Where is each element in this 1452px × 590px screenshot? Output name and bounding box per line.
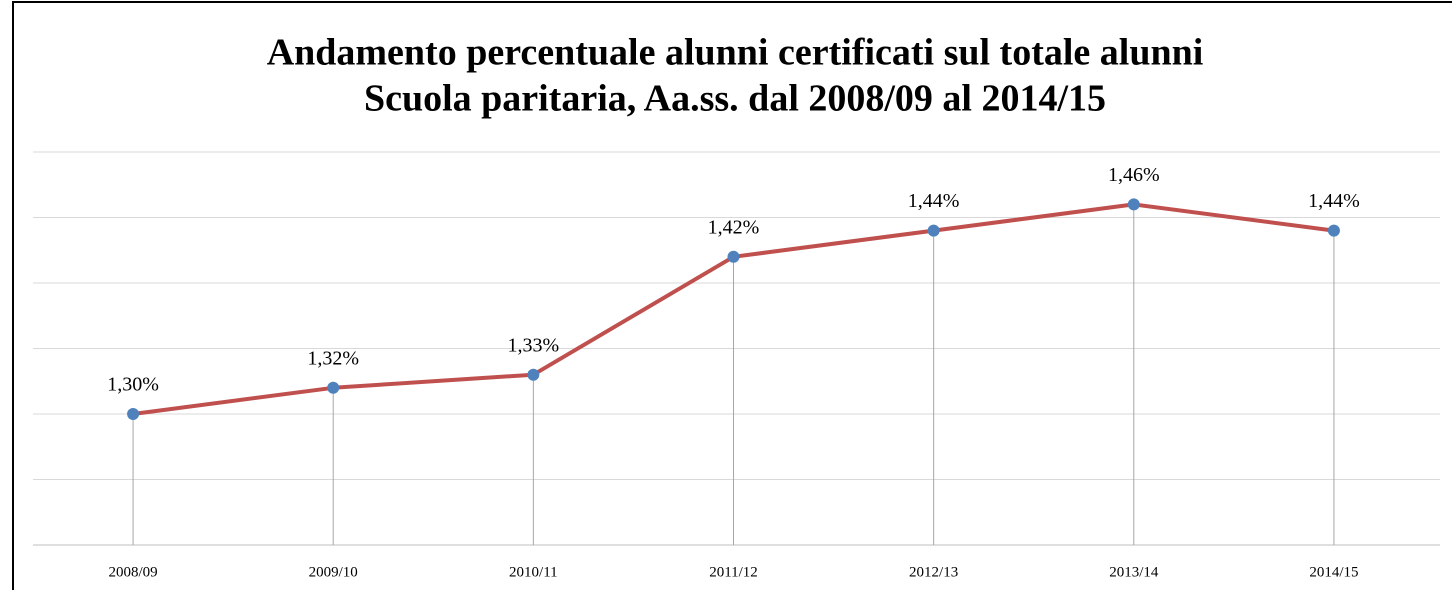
x-tick-label: 2014/15 (1309, 564, 1358, 580)
x-tick-label: 2013/14 (1109, 564, 1159, 580)
data-label: 1,44% (908, 190, 960, 212)
x-tick-label: 2010/11 (509, 564, 558, 580)
marker (1327, 224, 1340, 237)
data-label: 1,42% (708, 216, 760, 238)
x-tick-label: 2011/12 (709, 564, 758, 580)
chart-title: Andamento percentuale alunni certificati… (267, 32, 1204, 74)
chart-subtitle: Scuola paritaria, Aa.ss. dal 2008/09 al … (364, 78, 1106, 120)
marker (527, 368, 540, 381)
marker (1127, 198, 1140, 211)
x-tick-label: 2008/09 (108, 564, 157, 580)
data-label: 1,33% (508, 334, 560, 356)
x-tick-label: 2009/10 (309, 564, 358, 580)
marker (327, 381, 340, 394)
data-label: 1,30% (107, 374, 159, 396)
marker (727, 250, 740, 263)
data-label: 1,46% (1108, 164, 1160, 186)
marker (127, 408, 140, 420)
chart-frame (12, 1, 1452, 590)
data-label: 1,44% (1308, 190, 1360, 212)
data-label: 1,32% (307, 347, 359, 369)
marker (927, 224, 940, 237)
x-tick-label: 2012/13 (909, 564, 958, 580)
